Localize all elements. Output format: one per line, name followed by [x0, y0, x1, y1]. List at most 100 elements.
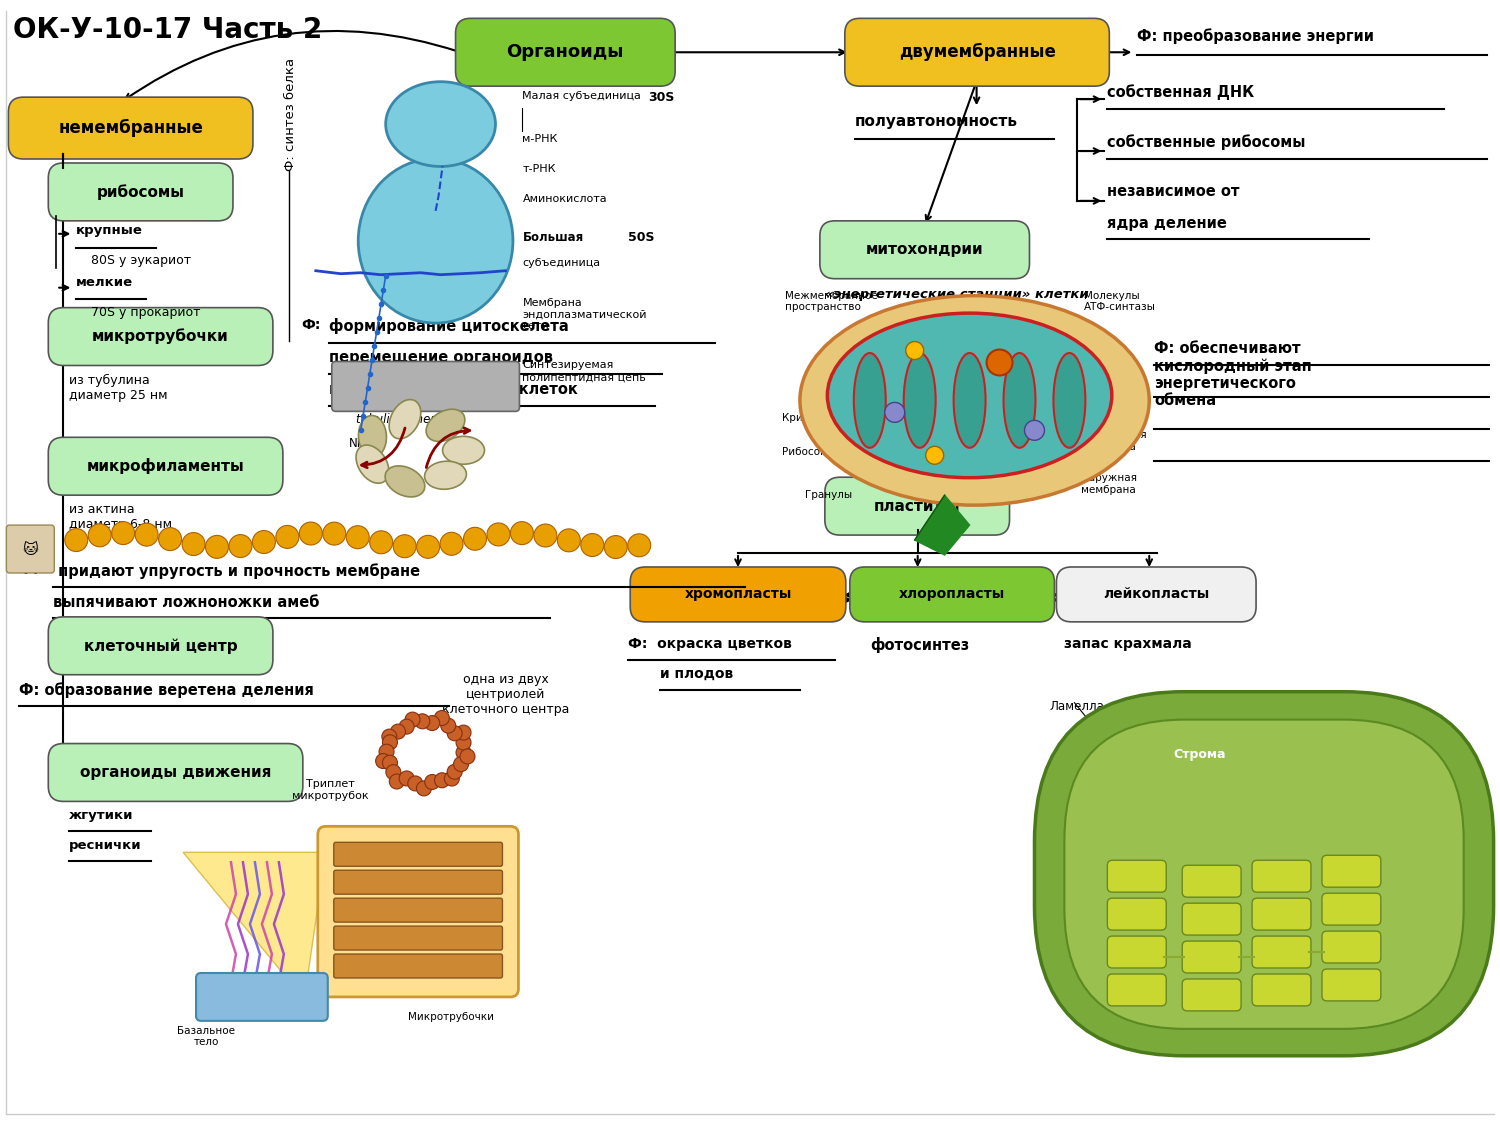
Text: 80S у эукариот: 80S у эукариот [92, 254, 192, 267]
FancyBboxPatch shape [1252, 936, 1311, 968]
FancyBboxPatch shape [1252, 974, 1311, 1006]
Ellipse shape [828, 313, 1112, 478]
Circle shape [230, 534, 252, 558]
Text: из тубулина
диаметр 25 нм: из тубулина диаметр 25 нм [69, 374, 168, 402]
Ellipse shape [853, 353, 885, 448]
Circle shape [534, 524, 556, 547]
Circle shape [417, 536, 440, 558]
FancyBboxPatch shape [48, 744, 303, 801]
Text: Матрикс: Матрикс [900, 370, 950, 380]
Text: Рибосомы: Рибосомы [782, 448, 836, 457]
Circle shape [206, 536, 228, 558]
FancyBboxPatch shape [334, 954, 502, 978]
Circle shape [435, 773, 450, 788]
Text: микротрубочки: микротрубочки [92, 328, 230, 344]
Text: Ф: образование веретена деления: Ф: образование веретена деления [20, 683, 313, 699]
Text: мелкие: мелкие [76, 276, 134, 289]
FancyBboxPatch shape [850, 567, 1054, 622]
Circle shape [252, 531, 276, 554]
Text: Ф: преобразование энергии: Ф: преобразование энергии [1137, 28, 1374, 44]
Circle shape [399, 719, 414, 735]
Circle shape [405, 712, 420, 727]
Text: клеточный центр: клеточный центр [84, 638, 237, 654]
FancyBboxPatch shape [1322, 893, 1382, 925]
Circle shape [346, 525, 369, 549]
Text: 50S: 50S [628, 231, 654, 244]
FancyBboxPatch shape [1065, 720, 1464, 1029]
FancyBboxPatch shape [196, 973, 328, 1020]
Text: т-РНК: т-РНК [522, 164, 556, 174]
FancyBboxPatch shape [48, 163, 232, 221]
Ellipse shape [358, 415, 387, 458]
Ellipse shape [1053, 353, 1086, 448]
Circle shape [885, 403, 904, 422]
FancyBboxPatch shape [48, 616, 273, 675]
Text: Триплет
микротрубок: Триплет микротрубок [292, 780, 369, 801]
Ellipse shape [356, 446, 388, 484]
Text: органоиды движения: органоиды движения [80, 765, 272, 780]
Circle shape [382, 755, 398, 771]
Circle shape [300, 522, 322, 544]
Text: Оболочка
хлоропласта: Оболочка хлоропласта [1299, 700, 1378, 728]
FancyBboxPatch shape [844, 18, 1110, 87]
Circle shape [399, 771, 414, 786]
Circle shape [987, 350, 1012, 376]
Circle shape [390, 724, 405, 739]
FancyBboxPatch shape [1182, 865, 1240, 897]
Circle shape [447, 726, 462, 740]
Text: Ф:: Ф: [20, 562, 44, 577]
Text: перемещение органоидов: перемещение органоидов [328, 350, 554, 364]
Text: NH₂: NH₂ [348, 438, 370, 450]
Ellipse shape [386, 82, 495, 166]
Circle shape [386, 765, 400, 780]
Circle shape [369, 531, 393, 554]
FancyBboxPatch shape [630, 567, 846, 622]
FancyBboxPatch shape [1322, 932, 1382, 963]
FancyBboxPatch shape [334, 926, 502, 950]
Circle shape [88, 524, 111, 547]
Circle shape [435, 711, 450, 726]
Polygon shape [183, 853, 326, 989]
Ellipse shape [426, 410, 465, 441]
Text: Ф: обеспечивают
кислородный этап
энергетического
обмена: Ф: обеспечивают кислородный этап энергет… [1155, 341, 1312, 408]
Text: «энергетические станции» клетки: «энергетические станции» клетки [825, 288, 1089, 300]
Text: Мембрана
эндоплазматической
сети: Мембрана эндоплазматической сети [522, 298, 646, 331]
Text: Микротрубочки: Микротрубочки [408, 1011, 494, 1022]
Ellipse shape [358, 159, 513, 323]
Text: Внутренняя
мембрана: Внутренняя мембрана [1082, 431, 1148, 452]
Circle shape [627, 534, 651, 557]
FancyBboxPatch shape [1107, 936, 1166, 968]
Circle shape [558, 529, 580, 552]
Circle shape [604, 536, 627, 558]
Circle shape [464, 528, 486, 550]
Ellipse shape [388, 399, 422, 439]
Text: выпячивают ложноножки амеб: выпячивают ложноножки амеб [54, 595, 320, 610]
Circle shape [447, 764, 462, 780]
Circle shape [456, 735, 471, 750]
Text: Жгутик: Жгутик [236, 986, 278, 996]
Text: Ф: синтез белка: Ф: синтез белка [285, 57, 297, 171]
Text: поддержание формы клеток: поддержание формы клеток [328, 381, 578, 397]
FancyBboxPatch shape [1035, 692, 1494, 1055]
Circle shape [382, 729, 398, 744]
Text: Гранулы: Гранулы [806, 490, 852, 501]
Circle shape [382, 735, 398, 749]
Circle shape [460, 749, 476, 764]
Text: хромопласты: хромопласты [684, 587, 792, 602]
FancyBboxPatch shape [332, 361, 519, 412]
Circle shape [417, 781, 432, 795]
Text: м-РНК: м-РНК [522, 134, 558, 144]
Circle shape [456, 726, 471, 740]
FancyBboxPatch shape [821, 220, 1029, 279]
Circle shape [453, 757, 468, 772]
Text: Аминокислота: Аминокислота [522, 193, 608, 204]
Text: собственная ДНК: собственная ДНК [1107, 84, 1254, 100]
FancyBboxPatch shape [825, 477, 1010, 536]
Circle shape [375, 754, 390, 768]
Ellipse shape [386, 466, 424, 497]
Text: полуавтономность: полуавтономность [855, 114, 1018, 129]
FancyBboxPatch shape [334, 871, 502, 894]
FancyBboxPatch shape [9, 97, 254, 159]
Text: Большая: Большая [522, 231, 584, 244]
Circle shape [182, 532, 206, 556]
